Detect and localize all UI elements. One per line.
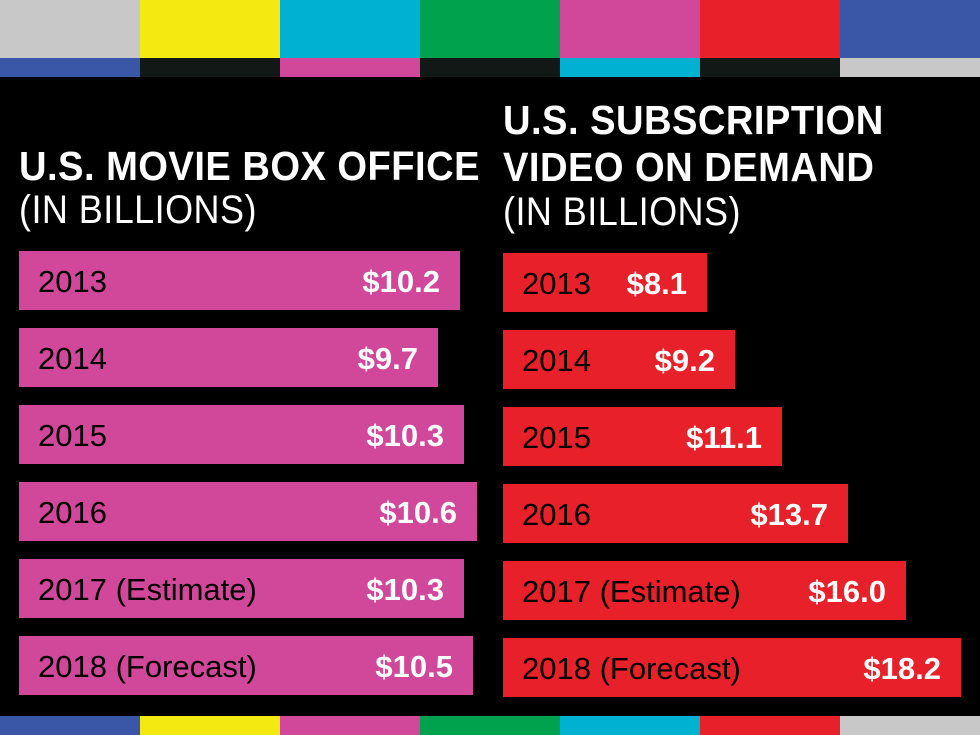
top-sub-strip-block-7 xyxy=(840,58,980,77)
top-strip-block-5 xyxy=(560,0,700,58)
color-bar-strip-top xyxy=(0,0,980,58)
box-office-bar-6 xyxy=(19,636,473,695)
svod-bar-2 xyxy=(503,330,735,389)
svod-bar-6 xyxy=(503,638,961,697)
bottom-strip-block-1 xyxy=(0,716,140,735)
svod-value-label: $16.0 xyxy=(808,574,886,609)
top-strip-block-1 xyxy=(0,0,140,58)
box-office-category-label: 2016 xyxy=(38,495,107,530)
box-office-bar-group: 2017 (Estimate) $10.3 xyxy=(19,559,464,618)
top-strip-block-4 xyxy=(420,0,560,58)
box-office-value-label: $10.3 xyxy=(366,572,444,607)
box-office-bar-group: 2013 $10.2 xyxy=(19,251,460,310)
box-office-bar-group: 2018 (Forecast) $10.5 xyxy=(19,636,473,695)
box-office-bar-1 xyxy=(19,251,460,310)
box-office-heading: U.S. MOVIE BOX OFFICE (IN BILLIONS) xyxy=(19,143,515,232)
svod-category-label: 2018 (Forecast) xyxy=(522,651,741,686)
svod-bar-group: 2018 (Forecast) $18.2 xyxy=(503,638,961,697)
box-office-value-label: $10.5 xyxy=(375,649,453,684)
box-office-title: U.S. MOVIE BOX OFFICE xyxy=(19,143,481,189)
bottom-strip-block-7 xyxy=(840,716,980,735)
svod-value-label: $9.2 xyxy=(655,343,715,378)
svod-bar-group: 2015 $11.1 xyxy=(503,407,782,466)
svod-subtitle: (IN BILLIONS) xyxy=(503,190,741,234)
svod-bar-1 xyxy=(503,253,707,312)
box-office-bar-4 xyxy=(19,482,477,541)
box-office-bar-chart: 2013 $10.2 2014 $9.7 2015 $10.3 2016 $10.6 2017 … xyxy=(19,251,477,695)
bottom-strip-block-3 xyxy=(280,716,420,735)
box-office-value-label: $10.6 xyxy=(379,495,457,530)
bottom-strip-block-2 xyxy=(140,716,280,735)
top-strip-block-3 xyxy=(280,0,420,58)
top-strip-block-6 xyxy=(700,0,840,58)
box-office-category-label: 2014 xyxy=(38,341,107,376)
box-office-bar-3 xyxy=(19,405,464,464)
bottom-strip-block-6 xyxy=(700,716,840,735)
svod-bar-group: 2013 $8.1 xyxy=(503,253,707,312)
top-sub-strip-block-2 xyxy=(140,58,280,77)
box-office-bar-5 xyxy=(19,559,464,618)
svod-category-label: 2013 xyxy=(522,266,591,301)
bottom-strip-block-4 xyxy=(420,716,560,735)
bottom-strip-block-5 xyxy=(560,716,700,735)
svod-value-label: $8.1 xyxy=(627,266,687,301)
color-bar-strip-bottom xyxy=(0,716,980,735)
svod-heading: U.S. SUBSCRIPTION VIDEO ON DEMAND (IN BI… xyxy=(503,97,912,234)
svod-category-label: 2015 xyxy=(522,420,591,455)
svod-value-label: $13.7 xyxy=(750,497,828,532)
box-office-value-label: $10.3 xyxy=(366,418,444,453)
svod-bar-5 xyxy=(503,561,906,620)
top-sub-strip-block-1 xyxy=(0,58,140,77)
svod-bar-chart: 2013 $8.1 2014 $9.2 2015 $11.1 2016 $13.7 2017 (… xyxy=(503,253,961,697)
svod-title-line-2: VIDEO ON DEMAND xyxy=(503,144,875,190)
svod-bar-4 xyxy=(503,484,848,543)
top-sub-strip-block-3 xyxy=(280,58,420,77)
top-strip-block-7 xyxy=(840,0,980,58)
svod-category-label: 2017 (Estimate) xyxy=(522,574,741,609)
box-office-value-label: $9.7 xyxy=(358,341,418,376)
svod-bar-3 xyxy=(503,407,782,466)
top-sub-strip-block-4 xyxy=(420,58,560,77)
svod-bar-group: 2017 (Estimate) $16.0 xyxy=(503,561,906,620)
box-office-value-label: $10.2 xyxy=(362,264,440,299)
svod-bar-group: 2014 $9.2 xyxy=(503,330,735,389)
svod-title-line-1: U.S. SUBSCRIPTION xyxy=(503,97,884,143)
color-bar-strip-top-secondary xyxy=(0,58,980,77)
box-office-category-label: 2015 xyxy=(38,418,107,453)
box-office-subtitle: (IN BILLIONS) xyxy=(19,188,257,232)
box-office-category-label: 2013 xyxy=(38,264,107,299)
box-office-bar-group: 2016 $10.6 xyxy=(19,482,477,541)
svod-value-label: $11.1 xyxy=(686,420,762,455)
box-office-bar-group: 2015 $10.3 xyxy=(19,405,464,464)
top-sub-strip-block-6 xyxy=(700,58,840,77)
top-sub-strip-block-5 xyxy=(560,58,700,77)
svod-category-label: 2016 xyxy=(522,497,591,532)
svod-category-label: 2014 xyxy=(522,343,591,378)
svod-bar-group: 2016 $13.7 xyxy=(503,484,848,543)
box-office-bar-group: 2014 $9.7 xyxy=(19,328,438,387)
top-strip-block-2 xyxy=(140,0,280,58)
svod-value-label: $18.2 xyxy=(863,651,941,686)
box-office-category-label: 2018 (Forecast) xyxy=(38,649,257,684)
box-office-category-label: 2017 (Estimate) xyxy=(38,572,257,607)
box-office-bar-2 xyxy=(19,328,438,387)
